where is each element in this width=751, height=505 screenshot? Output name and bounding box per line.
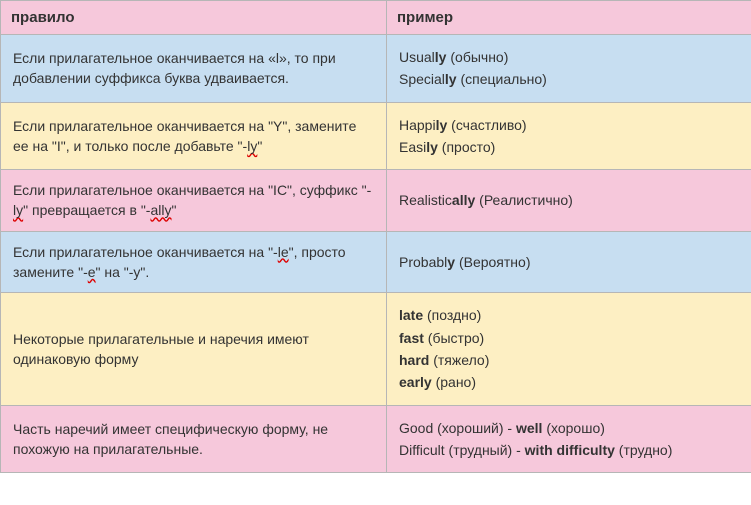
text-segment: (специально) xyxy=(457,71,547,87)
text-segment: (обычно) xyxy=(446,49,508,65)
text-segment: Если прилагательное оканчивается на «l»,… xyxy=(13,50,336,86)
rule-cell: Часть наречий имеет специфическую форму,… xyxy=(1,405,387,473)
example-line: early (рано) xyxy=(399,372,739,392)
example-cell: late (поздно)fast (быстро)hard (тяжело)e… xyxy=(387,293,751,405)
text-segment: Usual xyxy=(399,49,435,65)
text-segment: (Вероятно) xyxy=(455,254,530,270)
text-segment: Happi xyxy=(399,117,436,133)
text-segment: Good (хороший) - xyxy=(399,420,516,436)
table-row: Если прилагательное оканчивается на "Y",… xyxy=(1,102,751,170)
text-segment: (трудно) xyxy=(619,442,673,458)
text-segment: ly xyxy=(426,139,438,155)
text-segment: ly xyxy=(247,138,257,154)
table-row: Некоторые прилагательные и наречия имеют… xyxy=(1,293,751,405)
table-row: Если прилагательное оканчивается на «l»,… xyxy=(1,35,751,103)
example-line: Usually (обычно) xyxy=(399,47,739,67)
example-line: Difficult (трудный) - with difficulty (т… xyxy=(399,440,739,460)
text-segment: fast xyxy=(399,330,428,346)
example-line: Realistically (Реалистично) xyxy=(399,190,739,210)
text-segment: Часть наречий имеет специфическую форму,… xyxy=(13,421,328,457)
text-segment: ly xyxy=(436,117,448,133)
header-example: пример xyxy=(387,1,751,35)
example-line: hard (тяжело) xyxy=(399,350,739,370)
text-segment: Realistic xyxy=(399,192,452,208)
text-segment: y xyxy=(447,254,455,270)
example-cell: Happily (счастливо)Easily (просто) xyxy=(387,102,751,170)
example-line: Happily (счастливо) xyxy=(399,115,739,135)
example-cell: Realistically (Реалистично) xyxy=(387,170,751,232)
example-cell: Probably (Вероятно) xyxy=(387,231,751,293)
text-segment: ly xyxy=(445,71,457,87)
table-row: Часть наречий имеет специфическую форму,… xyxy=(1,405,751,473)
example-cell: Good (хороший) - well (хорошо)Difficult … xyxy=(387,405,751,473)
example-line: late (поздно) xyxy=(399,305,739,325)
text-segment: ly xyxy=(435,49,447,65)
text-segment: Если прилагательное оканчивается на "Y",… xyxy=(13,118,356,154)
text-segment: (Реалистично) xyxy=(475,192,573,208)
text-segment: (тяжело) xyxy=(433,352,489,368)
table-row: Если прилагательное оканчивается на "IC"… xyxy=(1,170,751,232)
text-segment: le xyxy=(278,244,289,260)
text-segment: (счастливо) xyxy=(447,117,526,133)
text-segment: ally xyxy=(452,192,475,208)
text-segment: Некоторые прилагательные и наречия имеют… xyxy=(13,331,309,367)
header-rule: правило xyxy=(1,1,387,35)
rule-cell: Если прилагательное оканчивается на «l»,… xyxy=(1,35,387,103)
rule-cell: Если прилагательное оканчивается на "-le… xyxy=(1,231,387,293)
text-segment: " xyxy=(257,138,262,154)
text-segment: late xyxy=(399,307,427,323)
text-segment: hard xyxy=(399,352,433,368)
text-segment: ly xyxy=(13,202,23,218)
text-segment: Если прилагательное оканчивается на "- xyxy=(13,244,278,260)
text-segment: " xyxy=(171,202,176,218)
example-cell: Usually (обычно)Specially (специально) xyxy=(387,35,751,103)
text-segment: " превращается в "- xyxy=(23,202,150,218)
rule-cell: Некоторые прилагательные и наречия имеют… xyxy=(1,293,387,405)
rule-cell: Если прилагательное оканчивается на "IC"… xyxy=(1,170,387,232)
text-segment: Easi xyxy=(399,139,426,155)
text-segment: (хорошо) xyxy=(546,420,605,436)
text-segment: early xyxy=(399,374,436,390)
text-segment: Difficult (трудный) - xyxy=(399,442,525,458)
text-segment: Если прилагательное оканчивается на "IC"… xyxy=(13,182,371,198)
rule-cell: Если прилагательное оканчивается на "Y",… xyxy=(1,102,387,170)
text-segment: (рано) xyxy=(436,374,476,390)
text-segment: ally xyxy=(150,202,171,218)
text-segment: " на "-y". xyxy=(96,264,150,280)
text-segment: Probabl xyxy=(399,254,447,270)
example-line: fast (быстро) xyxy=(399,328,739,348)
grammar-rules-table: правило пример Если прилагательное оканч… xyxy=(0,0,751,473)
example-line: Specially (специально) xyxy=(399,69,739,89)
example-line: Probably (Вероятно) xyxy=(399,252,739,272)
text-segment: well xyxy=(516,420,546,436)
example-line: Easily (просто) xyxy=(399,137,739,157)
text-segment: (быстро) xyxy=(428,330,484,346)
example-line: Good (хороший) - well (хорошо) xyxy=(399,418,739,438)
table-header-row: правило пример xyxy=(1,1,751,35)
text-segment: (поздно) xyxy=(427,307,481,323)
text-segment: (просто) xyxy=(438,139,495,155)
table-row: Если прилагательное оканчивается на "-le… xyxy=(1,231,751,293)
text-segment: with difficulty xyxy=(525,442,619,458)
text-segment: e xyxy=(88,264,96,280)
text-segment: Special xyxy=(399,71,445,87)
